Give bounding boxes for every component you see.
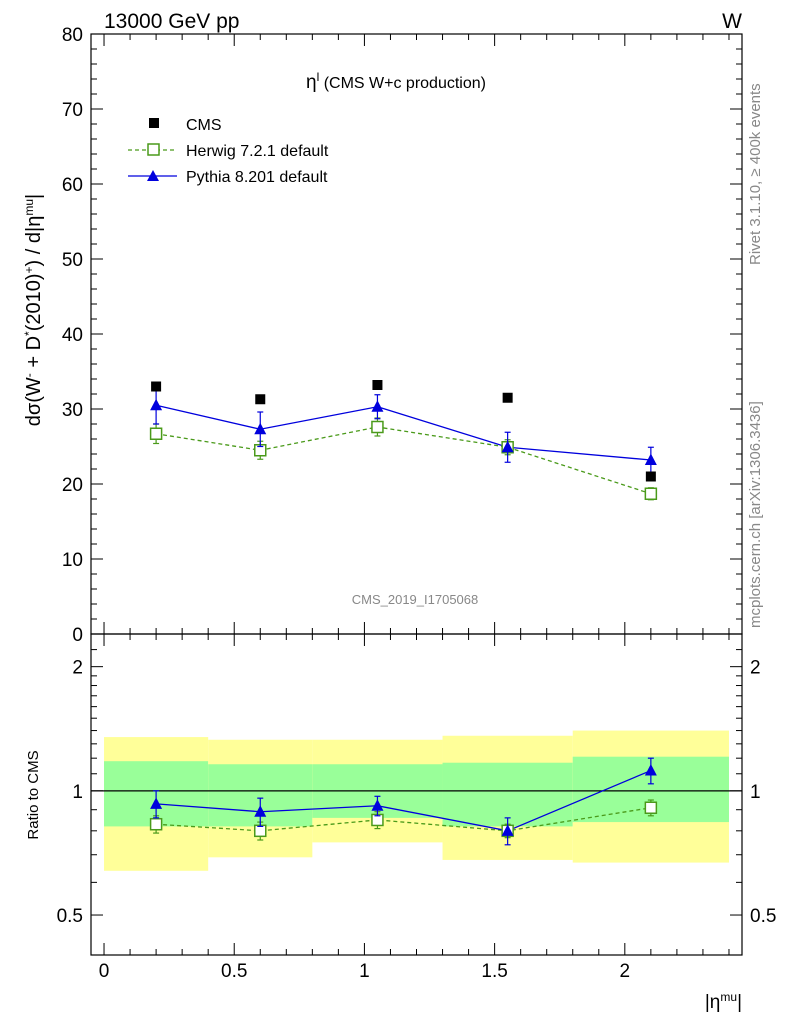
pythia-ratio-point [644,764,657,776]
pythia-line [155,404,651,461]
pythia-ratio-point [501,824,514,836]
plot-title: ηl (CMS W+c production) [306,70,486,93]
pythia-ratio-point [254,805,267,817]
herwig-ratio-point [644,801,658,814]
analysis-watermark: CMS_2019_I1705068 [352,592,479,607]
x-tick-label: 1.5 [481,961,507,982]
legend-pythia-marker [147,170,159,181]
header-left-text: 13000 GeV pp [104,10,239,33]
x-tick-label: 2 [620,961,631,982]
ratio-frame [90,633,743,956]
pythia-point [371,400,384,412]
legend-herwig-marker [147,143,160,156]
pythia-point [644,453,657,465]
ratio-ylabel: Ratio to CMS [25,750,42,839]
legend: CMS Herwig 7.2.1 default Pythia 8.201 de… [128,117,329,186]
mcplots-label: mcplots.cern.ch [arXiv:1306.3436] [747,401,764,628]
main-y-tick-label: 50 [62,250,83,271]
legend-pythia-label: Pythia 8.201 default [186,169,328,186]
herwig-point [371,420,384,434]
ratio-y-tick-label: 1 [72,782,83,803]
x-tick-label: 0.5 [221,961,247,982]
rivet-label: Rivet 3.1.10, ≥ 400k events [747,83,764,265]
ratio-y-tick-label-right: 0.5 [750,906,776,927]
ratio-y-tick-label: 0.5 [57,906,83,927]
pythia-ratio-point [371,799,384,811]
pythia-point [501,440,514,453]
pythia-ratio-point [150,797,163,809]
pythia-point [150,398,163,411]
ratio-y-tick-label: 2 [72,658,83,679]
herwig-ratio-line [156,807,651,832]
herwig-ratio-point [149,817,163,831]
ratio-y-tick-label-right: 2 [750,658,761,679]
cms-point [255,394,266,405]
herwig-line [155,426,652,495]
main-ylabel: dσ(W- + D*(2010)+) / d|ηmu| [22,194,45,426]
main-y-tick-label: 70 [62,100,83,121]
main-y-tick-label: 20 [62,475,83,496]
x-axis-label: |ηmu| [705,990,742,1013]
cms-point [151,381,162,392]
x-tick-label: 1 [359,961,370,982]
main-y-tick-label: 0 [72,625,83,646]
main-y-tick-label: 40 [62,325,83,346]
legend-herwig-label: Herwig 7.2.1 default [186,143,329,160]
legend-cms-marker [149,118,159,128]
header-right-text: W [722,10,742,33]
cms-point [372,380,383,390]
legend-cms-label: CMS [186,117,222,134]
ratio-y-tick-label-right: 1 [750,782,761,803]
main-y-tick-label: 10 [62,550,83,571]
cms-point [502,392,513,403]
herwig-point [644,487,658,500]
ratio-band-inner [442,762,573,827]
main-y-tick-label: 60 [62,175,83,196]
x-tick-label: 0 [99,961,110,982]
main-y-tick-label: 30 [62,400,83,421]
cms-point [645,471,656,482]
pythia-point [254,422,267,435]
main-y-tick-label: 80 [62,25,83,46]
herwig-point [149,427,163,440]
